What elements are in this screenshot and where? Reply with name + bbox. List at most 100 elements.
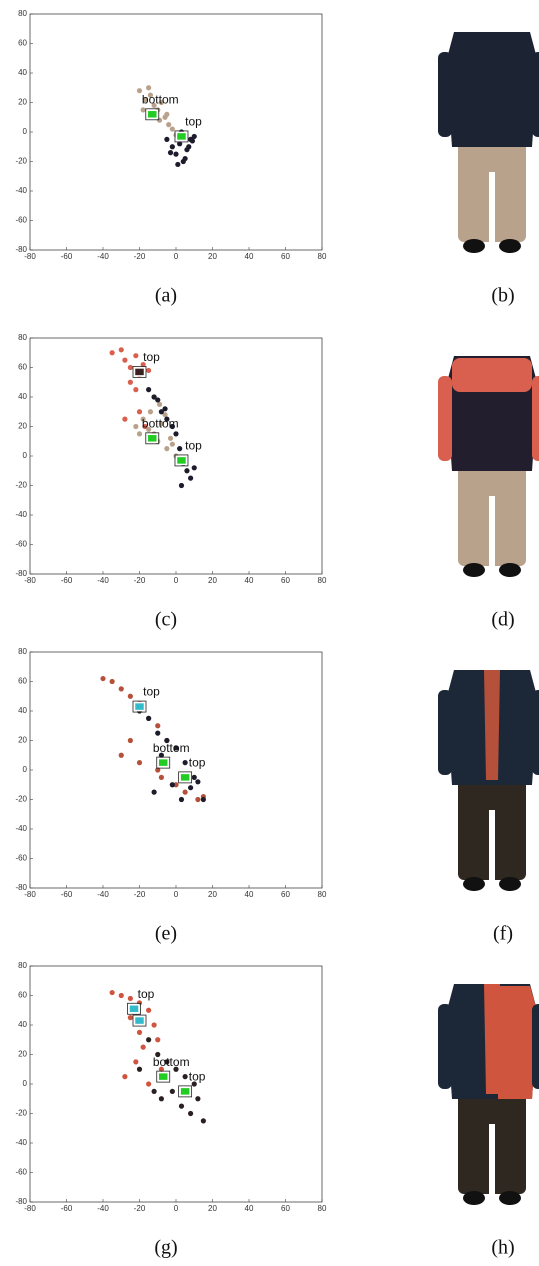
point bbox=[140, 416, 146, 422]
point bbox=[136, 1066, 143, 1072]
point bbox=[164, 111, 170, 117]
point bbox=[169, 1088, 175, 1094]
y-tick-label: 60 bbox=[18, 39, 27, 48]
point bbox=[188, 475, 194, 481]
point bbox=[188, 1110, 194, 1117]
y-tick-label: -20 bbox=[15, 157, 27, 166]
point bbox=[195, 1096, 201, 1102]
point bbox=[178, 482, 185, 489]
cluster-center bbox=[157, 757, 169, 768]
y-tick-label: 20 bbox=[18, 98, 27, 107]
point bbox=[140, 1044, 146, 1050]
shoulder-band bbox=[452, 358, 532, 392]
y-tick-label: 0 bbox=[23, 451, 28, 460]
point bbox=[147, 409, 154, 415]
point bbox=[186, 144, 192, 150]
cluster-label: bottom bbox=[142, 416, 179, 430]
point bbox=[191, 465, 197, 471]
point bbox=[127, 995, 133, 1002]
shoe-left bbox=[463, 239, 485, 253]
cluster-center bbox=[157, 1071, 169, 1082]
point bbox=[169, 126, 175, 132]
x-tick-label: -40 bbox=[97, 890, 109, 899]
point bbox=[133, 387, 139, 393]
y-tick-label: 20 bbox=[18, 422, 27, 431]
x-tick-label: 40 bbox=[245, 1204, 254, 1213]
point bbox=[109, 678, 115, 685]
cluster-label: top bbox=[143, 350, 160, 364]
point bbox=[169, 423, 175, 430]
cluster-center bbox=[146, 109, 159, 120]
arm-right bbox=[532, 1004, 539, 1089]
point bbox=[136, 431, 143, 437]
x-tick-label: -80 bbox=[24, 890, 36, 899]
cluster-center-border bbox=[156, 1070, 171, 1083]
arm-left bbox=[438, 690, 452, 775]
y-tick-label: -40 bbox=[15, 186, 27, 195]
x-tick-label: 80 bbox=[318, 1204, 327, 1213]
point bbox=[133, 1059, 139, 1065]
point bbox=[182, 789, 188, 795]
person-photo bbox=[438, 356, 539, 577]
shirt bbox=[484, 984, 500, 1094]
x-tick-label: 0 bbox=[174, 252, 179, 261]
point bbox=[136, 88, 143, 94]
cluster-center bbox=[128, 1004, 140, 1014]
y-tick-label: 60 bbox=[18, 363, 27, 372]
caption: (d) bbox=[491, 609, 514, 631]
cluster-center bbox=[146, 433, 159, 444]
point bbox=[156, 401, 163, 407]
point bbox=[127, 379, 133, 385]
y-tick-label: 60 bbox=[18, 991, 27, 1000]
cluster-center bbox=[179, 1086, 191, 1097]
cluster-label: top bbox=[189, 756, 206, 770]
point bbox=[164, 416, 170, 422]
point bbox=[127, 1015, 133, 1021]
x-tick-label: -20 bbox=[134, 890, 146, 899]
jacket bbox=[446, 32, 538, 147]
person-photo bbox=[438, 984, 539, 1205]
x-tick-label: 20 bbox=[208, 890, 217, 899]
point bbox=[151, 394, 157, 400]
point bbox=[155, 730, 161, 736]
leg-gap bbox=[489, 172, 495, 242]
x-tick-label: -80 bbox=[24, 252, 36, 261]
y-tick-label: -60 bbox=[15, 1168, 27, 1177]
y-tick-label: -80 bbox=[15, 883, 27, 892]
y-tick-label: -60 bbox=[15, 216, 27, 225]
point bbox=[151, 1022, 157, 1028]
cluster-center-border bbox=[127, 1002, 141, 1015]
point bbox=[100, 675, 106, 682]
point bbox=[164, 737, 170, 744]
point bbox=[191, 133, 197, 140]
point bbox=[200, 1118, 206, 1124]
x-tick-label: 60 bbox=[281, 1204, 290, 1213]
point bbox=[182, 760, 188, 766]
point bbox=[142, 423, 148, 430]
y-tick-label: -20 bbox=[15, 1109, 27, 1118]
point bbox=[169, 144, 175, 150]
point bbox=[158, 99, 164, 106]
point bbox=[175, 161, 181, 168]
cluster-center bbox=[175, 131, 188, 142]
x-tick-label: -60 bbox=[61, 576, 73, 585]
point bbox=[151, 789, 157, 795]
point bbox=[173, 782, 179, 788]
x-tick-label: 80 bbox=[318, 890, 327, 899]
point bbox=[147, 92, 154, 98]
point bbox=[155, 1051, 161, 1058]
point bbox=[140, 361, 146, 368]
x-tick-label: 60 bbox=[281, 576, 290, 585]
x-tick-label: 80 bbox=[318, 576, 327, 585]
y-tick-label: 40 bbox=[18, 392, 27, 401]
point bbox=[195, 779, 201, 785]
point bbox=[133, 353, 139, 359]
x-tick-label: 60 bbox=[281, 890, 290, 899]
point bbox=[140, 107, 146, 113]
point bbox=[177, 141, 183, 147]
point bbox=[173, 745, 179, 751]
point bbox=[173, 431, 179, 437]
point bbox=[122, 357, 128, 363]
arm-left bbox=[438, 376, 452, 461]
cluster-center-border bbox=[145, 432, 160, 445]
